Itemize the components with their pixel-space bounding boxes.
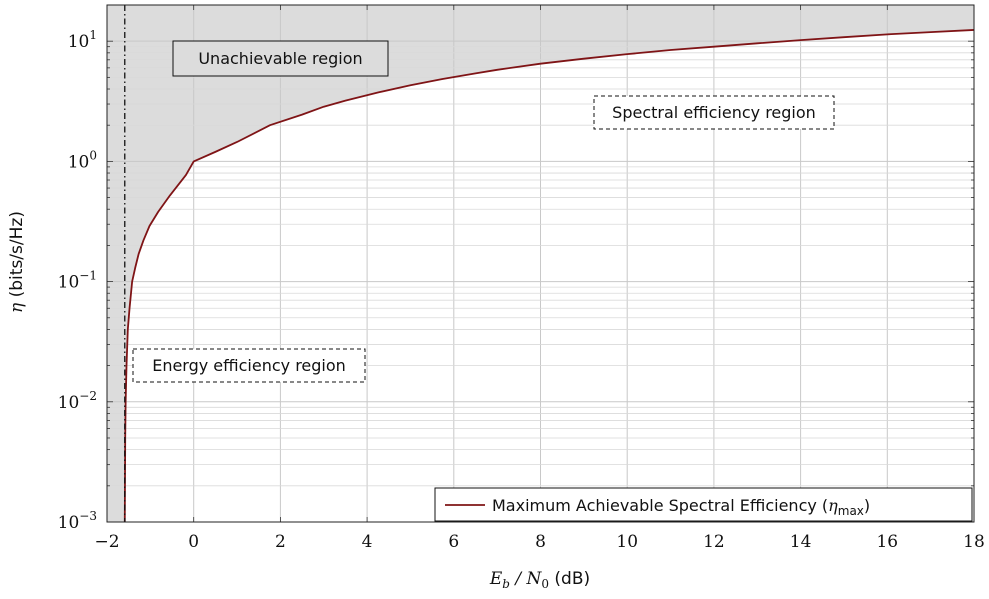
y-tick-label: 10−3	[58, 509, 97, 533]
plot-frame	[106, 4, 975, 523]
annotation-energy: Energy efficiency region	[132, 348, 366, 383]
legend-label-close: )	[864, 496, 870, 515]
x-tick-label: 16	[876, 532, 898, 552]
legend: Maximum Achievable Spectral Efficiency (…	[434, 487, 973, 522]
x-tick-label: 10	[616, 532, 638, 552]
y-tick-labels: 10−3 10−2 10−1 100 101	[58, 28, 97, 533]
annotation-energy-text: Energy efficiency region	[152, 356, 346, 375]
x-tick-label: 12	[703, 532, 725, 552]
y-tick-label: 10−2	[58, 389, 97, 413]
legend-label: Maximum Achievable Spectral Efficiency (…	[492, 496, 870, 518]
annotation-spectral: Spectral efficiency region	[593, 95, 835, 130]
y-tick-label: 10−1	[58, 269, 97, 293]
legend-label-main: Maximum Achievable Spectral Efficiency (	[492, 496, 828, 515]
annotation-spectral-box	[593, 95, 835, 130]
x-axis-label: Eb / N0 (dB)	[489, 569, 590, 591]
annotation-unachievable: Unachievable region	[172, 40, 389, 77]
x-tick-label: −2	[94, 532, 119, 552]
legend-box	[434, 487, 973, 522]
x-tick-label: 0	[188, 532, 199, 552]
x-tick-label: 14	[790, 532, 812, 552]
x-tick-label: 2	[275, 532, 286, 552]
legend-label-symbol: η	[828, 496, 838, 515]
x-tick-label: 4	[362, 532, 373, 552]
series-line-eta-max	[123, 29, 974, 522]
annotation-unachievable-box	[172, 40, 389, 77]
x-tick-labels: −2 0 2 4 6 8 10 12 14 16 18	[94, 532, 984, 552]
x-tick-label: 6	[448, 532, 459, 552]
y-tick-label: 101	[68, 28, 97, 52]
annotation-unachievable-text: Unachievable region	[198, 49, 362, 68]
y-axis-label: η (bits/s/Hz)	[7, 211, 27, 313]
x-tick-label: 8	[535, 532, 546, 552]
y-tick-label: 100	[68, 148, 97, 172]
annotation-spectral-text: Spectral efficiency region	[612, 103, 816, 122]
annotation-energy-box	[132, 348, 366, 383]
curve-layer	[123, 5, 974, 522]
legend-label-sub: max	[838, 504, 864, 518]
x-tick-label: 18	[963, 532, 985, 552]
